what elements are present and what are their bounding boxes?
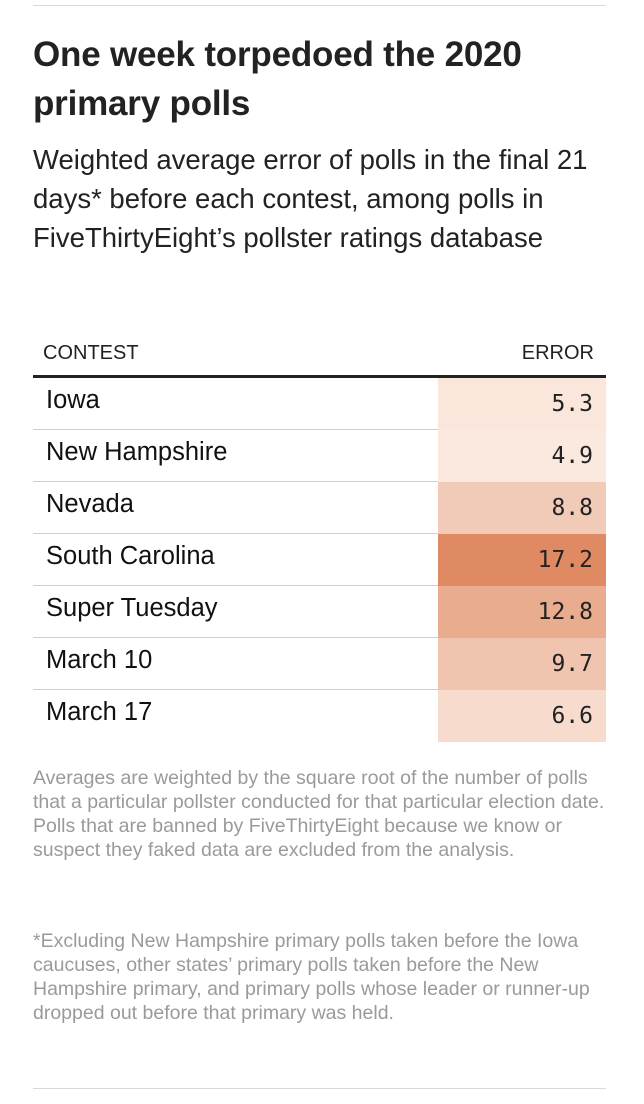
table-row: South Carolina 17.2 [33,534,606,586]
bottom-divider [33,1088,606,1089]
table-row: Nevada 8.8 [33,482,606,534]
header-contest: CONTEST [43,342,139,364]
error-cell: 4.9 [438,430,606,482]
table-row: March 10 9.7 [33,638,606,690]
error-table: CONTEST ERROR Iowa 5.3 New Hampshire 4.9 Nev… [33,337,606,742]
contest-label: March 17 [46,698,153,726]
error-value: 4.9 [551,443,593,469]
chart-subtitle: Weighted average error of polls in the f… [33,144,588,253]
contest-label: March 10 [46,646,153,674]
table-row: New Hampshire 4.9 [33,430,606,482]
error-value: 12.8 [537,599,593,625]
contest-label: South Carolina [46,542,215,570]
chart-title: One week torpedoed the 2020 primary poll… [33,35,522,123]
error-value: 5.3 [551,391,593,417]
error-cell: 9.7 [438,638,606,690]
table-row: Iowa 5.3 [33,378,606,430]
error-value: 17.2 [537,547,593,573]
contest-label: Iowa [46,386,100,414]
footnote: *Excluding New Hampshire primary polls t… [33,930,590,1024]
table-row: Super Tuesday 12.8 [33,586,606,638]
error-value: 8.8 [551,495,593,521]
error-cell: 8.8 [438,482,606,534]
table-header: CONTEST ERROR [33,337,606,378]
contest-label: Nevada [46,490,134,518]
weighting-note: Averages are weighted by the square root… [33,767,605,861]
error-cell: 5.3 [438,378,606,430]
header-error: ERROR [521,342,594,364]
contest-label: Super Tuesday [46,594,218,622]
error-cell: 6.6 [438,690,606,742]
error-value: 9.7 [551,651,593,677]
table-body: Iowa 5.3 New Hampshire 4.9 Nevada 8.8 South Ca… [33,378,606,742]
table-row: March 17 6.6 [33,690,606,742]
contest-label: New Hampshire [46,438,228,466]
error-cell: 17.2 [438,534,606,586]
error-value: 6.6 [551,703,593,729]
error-cell: 12.8 [438,586,606,638]
top-divider [33,5,606,6]
